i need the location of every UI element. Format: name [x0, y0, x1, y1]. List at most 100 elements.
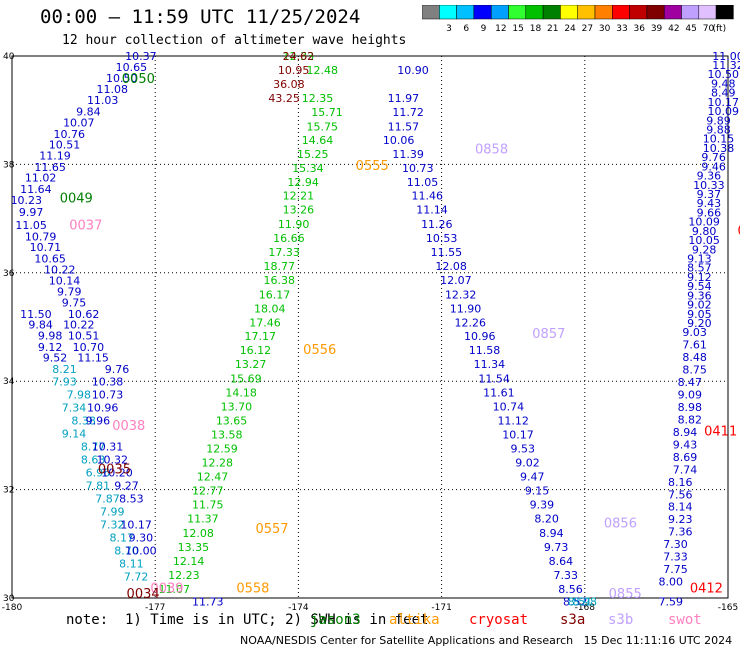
swh-value-label: 18.77	[264, 260, 296, 273]
swh-value-label: 10.22	[44, 263, 76, 276]
pass-time-label: 0038	[112, 419, 145, 434]
swh-value-label: 12.21	[283, 190, 315, 203]
swh-value-label: 12.33	[283, 50, 315, 63]
swh-value-label: 15.69	[230, 372, 262, 385]
swh-value-label: 12.48	[307, 64, 339, 77]
satellite-legend-swot: swot	[668, 612, 702, 628]
swh-value-label: 10.95	[278, 64, 310, 77]
swh-value-label: 9.43	[673, 438, 698, 451]
swh-value-label: 7.34	[62, 402, 87, 415]
color-swatch	[525, 5, 544, 20]
swh-value-label: 36.08	[273, 78, 305, 91]
swh-value-label: 12.35	[302, 92, 334, 105]
swh-value-label: 7.74	[673, 463, 698, 476]
swh-value-label: 7.75	[663, 563, 688, 576]
swh-value-label: 9.76	[701, 151, 726, 164]
swh-value-label: 7.93	[52, 376, 77, 389]
color-scale-label: 33	[616, 24, 627, 34]
y-tick-label: 34	[3, 377, 15, 387]
swh-value-label: 10.14	[49, 275, 81, 288]
y-tick-label: 36	[3, 269, 15, 279]
swh-value-label: 10.73	[402, 162, 434, 175]
swh-value-label: 7.33	[553, 569, 578, 582]
swh-value-label: 9.73	[544, 541, 569, 554]
swh-value-label: 10.74	[493, 400, 525, 413]
swh-value-label: 9.76	[105, 363, 130, 376]
swh-value-label: 10.15	[703, 133, 735, 146]
swh-value-label: 17.17	[244, 330, 276, 343]
swh-value-label: 9.30	[129, 532, 154, 545]
swh-value-label: 9.84	[28, 319, 53, 332]
swh-value-label: 16.12	[240, 344, 272, 357]
color-scale-label: 6	[463, 24, 469, 34]
swh-value-label: 9.12	[687, 271, 712, 284]
pass-time-label: 0555	[356, 159, 389, 174]
swh-value-label: 9.54	[687, 280, 712, 293]
color-scale-label: 24	[564, 24, 576, 34]
swh-value-label: 7.59	[658, 596, 683, 609]
pass-time-label: 0034	[127, 587, 160, 602]
swh-value-label: 10.96	[87, 402, 119, 415]
swh-value-label: 10.65	[34, 253, 66, 266]
swh-value-label: 11.14	[416, 204, 448, 217]
swh-value-label: 11.72	[392, 106, 424, 119]
swh-value-label: 7.33	[663, 551, 688, 564]
track-jason3-0049: 10.3710.6510.5011.0811.039.8410.0710.761…	[11, 50, 157, 365]
swh-value-label: 7.36	[668, 526, 693, 539]
swh-value-label: 12.47	[197, 470, 229, 483]
swh-value-label: 9.03	[682, 326, 707, 339]
swh-value-label: 11.12	[497, 415, 529, 428]
color-swatch	[577, 5, 596, 20]
swh-value-label: 9.05	[687, 308, 712, 321]
swh-value-label: 10.38	[703, 142, 735, 155]
swh-value-label: 10.05	[688, 234, 720, 247]
swh-value-label: 9.96	[86, 415, 111, 428]
swh-value-label: 9.52	[43, 352, 68, 365]
swh-value-label: 9.84	[76, 106, 101, 119]
swh-value-label: 8.16	[668, 476, 693, 489]
pass-time-label: 0037	[69, 218, 102, 233]
swh-value-label: 10.73	[92, 389, 124, 402]
swh-value-label: 9.23	[668, 513, 693, 526]
swh-value-label: 9.15	[525, 484, 550, 497]
swh-value-label: 11.00	[712, 50, 740, 63]
swh-value-label: 10.50	[106, 72, 138, 85]
swh-value-label: 11.61	[483, 386, 515, 399]
swh-value-label: 7.98	[67, 389, 92, 402]
swh-value-label: 10.37	[125, 50, 157, 63]
color-scale-label: 70	[703, 24, 715, 34]
swh-value-label: 10.20	[101, 467, 133, 480]
pass-time-label: 0049	[60, 191, 93, 206]
swh-value-label: 7.61	[682, 339, 707, 352]
swh-value-label: 8.49	[711, 87, 736, 100]
swh-value-label: 8.94	[539, 527, 564, 540]
swh-value-label: 10.65	[116, 61, 148, 74]
swh-value-label: 11.57	[388, 120, 420, 133]
y-tick-label: 30	[3, 594, 15, 604]
swh-value-label: 12.08	[435, 260, 467, 273]
swh-value-label: 13.70	[221, 400, 253, 413]
x-tick-label: -174	[288, 603, 309, 610]
swh-value-label: 11.58	[469, 344, 501, 357]
swh-value-label: 8.00	[658, 576, 683, 589]
swh-value-label: 10.17	[707, 96, 739, 109]
color-swatch	[612, 5, 630, 20]
swh-value-label: 9.36	[697, 170, 722, 183]
swh-value-label: 12.28	[202, 456, 234, 469]
pass-time-label: 0411	[704, 424, 737, 439]
swh-value-label: 10.06	[383, 134, 415, 147]
swh-value-label: 8.20	[534, 513, 559, 526]
y-tick-label: 40	[3, 52, 15, 62]
x-tick-label: -171	[431, 603, 451, 610]
swh-value-label: 14.64	[302, 134, 334, 147]
swh-value-label: 9.46	[701, 160, 726, 173]
swh-value-label: 16.17	[259, 288, 291, 301]
swh-value-label: 10.09	[707, 105, 739, 118]
swh-value-label: 13.35	[178, 541, 210, 554]
color-scale-label: 9	[481, 24, 487, 34]
x-tick-label: -165	[718, 603, 738, 610]
swh-value-label: 9.39	[530, 499, 555, 512]
swh-value-label: 9.12	[38, 341, 63, 354]
track-s3b-0858-tail: 8.518.98	[568, 596, 597, 609]
color-swatch	[456, 5, 475, 20]
